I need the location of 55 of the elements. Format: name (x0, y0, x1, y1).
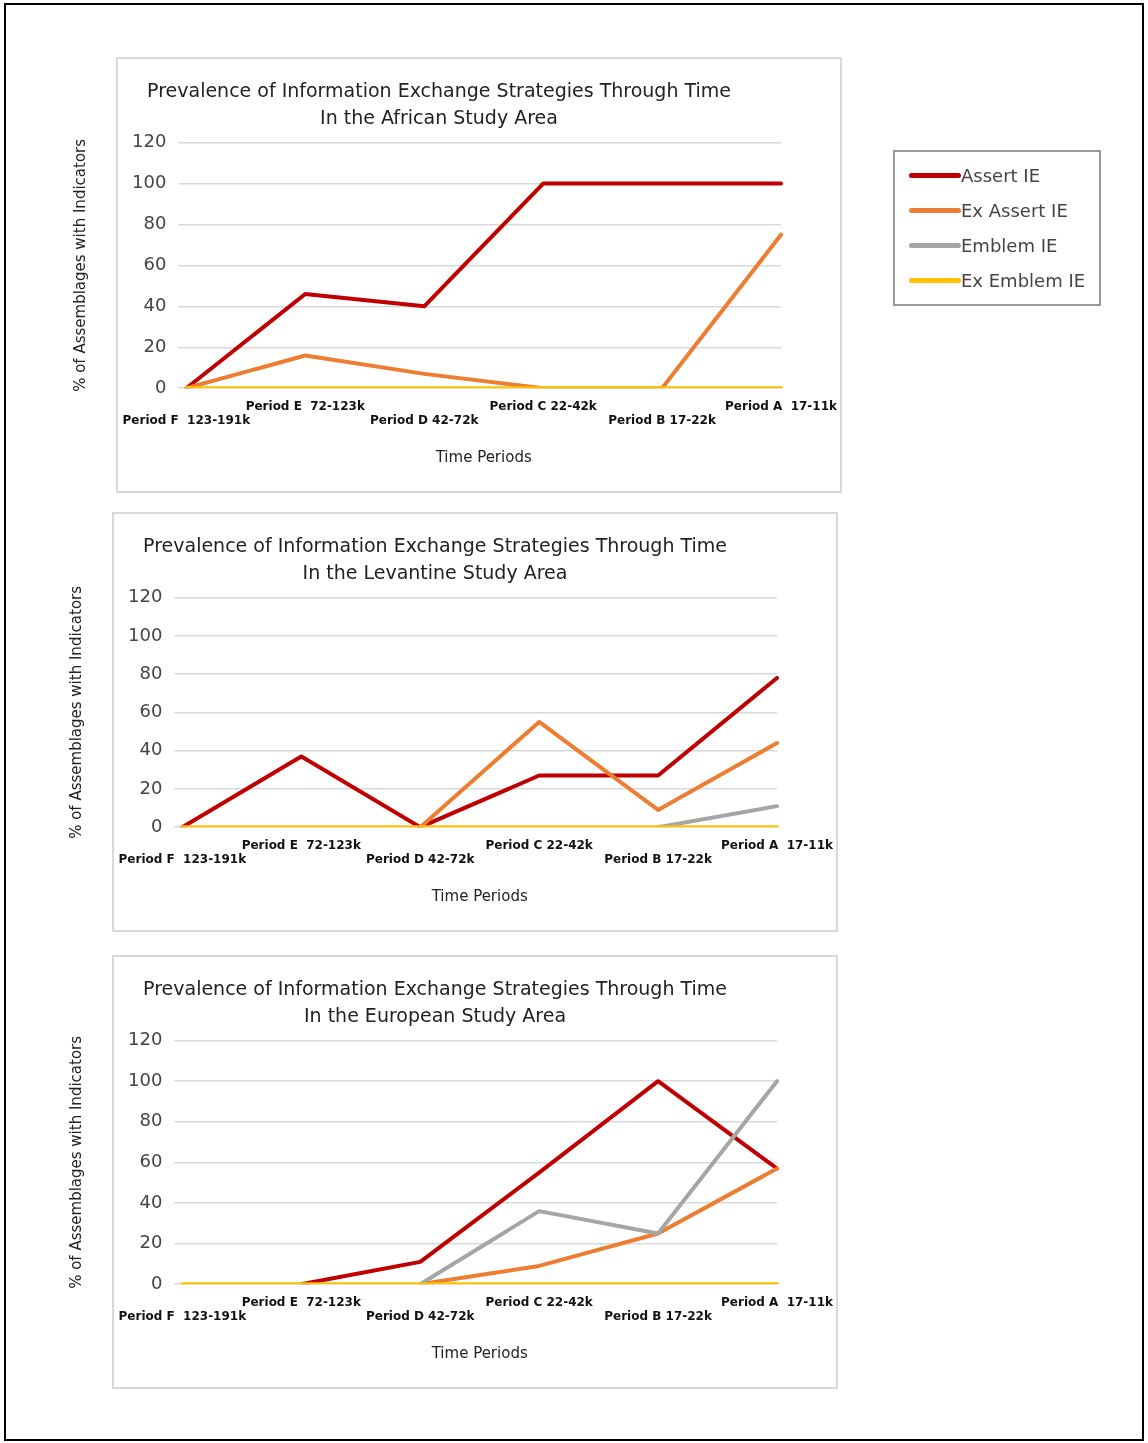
y-tick-label: 120 (132, 130, 167, 152)
y-axis-title: % of Assemblages with Indicators (66, 585, 85, 839)
x-tick-label: Period F 123-191k (122, 412, 252, 427)
y-tick-label: 0 (154, 375, 167, 397)
y-tick-label: 40 (143, 294, 167, 316)
y-tick-label: 60 (143, 253, 167, 275)
x-tick-label: Period C 22-42k (485, 1294, 594, 1309)
x-tick-label: Period F 123-191k (118, 851, 248, 866)
y-tick-label: 120 (128, 1028, 163, 1050)
legend-label: Ex Assert IE (961, 200, 1068, 221)
y-tick-label: 20 (139, 776, 163, 798)
chart-subtitle: In the African Study Area (320, 106, 558, 129)
x-tick-label: Period E 72-123k (241, 1294, 362, 1309)
chart-title: Prevalence of Information Exchange Strategies Through Time (147, 79, 731, 102)
y-tick-label: 100 (132, 171, 167, 193)
x-tick-label: Period D 42-72k (365, 851, 476, 866)
x-tick-label: Period D 42-72k (369, 412, 480, 427)
x-axis-title: Time Periods (434, 447, 532, 466)
x-tick-label: Period B 17-22k (604, 851, 713, 866)
y-tick-label: 100 (128, 623, 163, 645)
y-tick-label: 40 (139, 1190, 163, 1212)
y-tick-label: 120 (128, 585, 163, 607)
x-tick-label: Period A 17-11k (725, 398, 839, 413)
y-tick-label: 60 (139, 700, 163, 722)
y-tick-label: 80 (139, 661, 163, 683)
chart-title: Prevalence of Information Exchange Strategies Through Time (143, 534, 727, 557)
chart-subtitle: In the European Study Area (303, 1004, 567, 1027)
x-axis-title: Time Periods (430, 1343, 528, 1362)
chart-subtitle: In the Levantine Study Area (302, 561, 568, 584)
x-tick-label: Period F 123-191k (118, 1308, 248, 1323)
x-tick-label: Period C 22-42k (485, 837, 594, 852)
x-tick-label: Period A 17-11k (721, 837, 835, 852)
y-axis-title: % of Assemblages with Indicators (66, 1035, 85, 1289)
legend-label: Emblem IE (961, 235, 1058, 256)
y-tick-label: 0 (150, 814, 163, 836)
y-tick-label: 80 (143, 212, 167, 234)
y-tick-label: 80 (139, 1109, 163, 1131)
x-tick-label: Period D 42-72k (365, 1308, 476, 1323)
x-tick-label: Period E 72-123k (241, 837, 362, 852)
y-axis-title: % of Assemblages with Indicators (70, 138, 89, 392)
x-tick-label: Period E 72-123k (245, 398, 366, 413)
legend-label: Ex Emblem IE (961, 270, 1086, 291)
y-tick-label: 20 (139, 1231, 163, 1253)
y-tick-label: 40 (139, 738, 163, 760)
y-tick-label: 100 (128, 1068, 163, 1090)
y-tick-label: 60 (139, 1150, 163, 1172)
x-tick-label: Period C 22-42k (489, 398, 598, 413)
chart-title: Prevalence of Information Exchange Strategies Through Time (143, 977, 727, 1000)
x-tick-label: Period B 17-22k (608, 412, 717, 427)
x-tick-label: Period B 17-22k (604, 1308, 713, 1323)
legend-label: Assert IE (961, 165, 1041, 186)
y-tick-label: 20 (143, 334, 167, 356)
y-tick-label: 0 (150, 1271, 163, 1293)
x-tick-label: Period A 17-11k (721, 1294, 835, 1309)
x-axis-title: Time Periods (430, 886, 528, 905)
